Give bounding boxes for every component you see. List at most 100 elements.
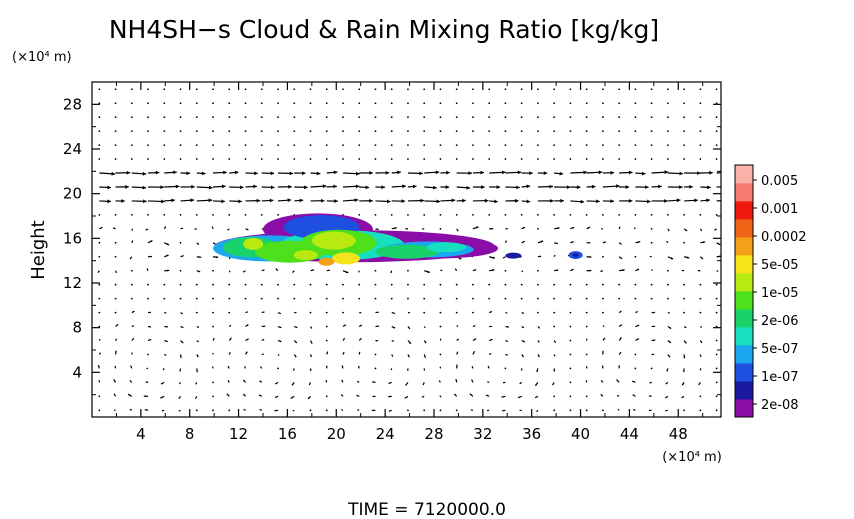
wind-dot <box>472 158 474 160</box>
wind-arrowhead <box>111 171 116 176</box>
wind-arrowhead <box>507 326 509 328</box>
wind-dot <box>179 283 182 286</box>
wind-arrowhead <box>125 184 129 189</box>
colorbar-label: 5e-05 <box>761 258 799 273</box>
wind-arrowhead <box>638 241 641 244</box>
wind-arrowhead <box>391 369 392 370</box>
wind-dot <box>520 213 523 216</box>
wind-arrowhead <box>345 270 349 274</box>
y-tick-label: 8 <box>72 319 82 337</box>
wind-arrowhead <box>522 312 524 314</box>
wind-dot <box>634 367 637 370</box>
wind-arrowhead <box>308 397 310 400</box>
wind-arrowhead <box>291 383 294 386</box>
wind-dot <box>309 311 312 314</box>
wind-dot <box>423 311 426 314</box>
wind-dot <box>618 88 621 91</box>
wind-dot <box>98 255 101 258</box>
wind-arrowhead <box>121 199 125 203</box>
wind-dot <box>553 311 556 314</box>
wind-dot <box>423 283 426 286</box>
wind-dot <box>163 283 166 286</box>
wind-arrowhead <box>554 355 556 357</box>
wind-dot <box>260 116 263 119</box>
wind-dot <box>601 144 604 146</box>
colorbar-swatch <box>735 165 753 184</box>
wind-arrowhead <box>143 395 146 398</box>
wind-arrowhead <box>150 255 153 258</box>
wind-dot <box>358 116 361 119</box>
wind-dot <box>358 144 361 146</box>
wind-arrowhead <box>377 325 380 328</box>
wind-arrowhead <box>256 198 261 203</box>
wind-arrowhead <box>310 355 312 358</box>
wind-dot <box>569 213 572 216</box>
wind-arrowhead <box>358 351 361 354</box>
wind-arrowhead <box>360 312 362 314</box>
wind-arrowhead <box>602 350 604 353</box>
wind-dot <box>634 158 637 160</box>
colorbar-legend: 0.005 0.001 0.0002 5e-05 1e-05 2e-06 5e-07 1e-0… <box>734 164 807 418</box>
wind-dot <box>374 144 377 146</box>
wind-arrowhead <box>701 257 703 260</box>
wind-dot <box>130 130 133 133</box>
x-axis: 4 8 12 16 20 24 28 32 36 40 44 48 <box>115 82 704 443</box>
wind-dot <box>228 409 231 412</box>
wind-dot <box>98 130 101 133</box>
wind-dot <box>504 297 507 300</box>
wind-arrowhead <box>129 409 131 411</box>
wind-arrowhead <box>668 229 670 232</box>
wind-arrowhead <box>246 311 248 313</box>
wind-dot <box>390 158 393 160</box>
wind-arrowhead <box>343 352 345 354</box>
wind-dot <box>98 88 101 91</box>
wind-arrowhead <box>212 352 214 354</box>
wind-arrowhead <box>372 381 374 383</box>
wind-dot <box>228 311 231 314</box>
wind-dot <box>537 297 539 300</box>
wind-dot <box>309 297 312 300</box>
colorbar-swatch <box>735 363 753 382</box>
wind-dot <box>147 213 149 216</box>
wind-dot <box>618 130 621 133</box>
wind-dot <box>98 311 101 314</box>
wind-arrowhead <box>213 338 215 340</box>
wind-dot <box>650 144 653 146</box>
wind-arrowhead <box>682 383 684 386</box>
wind-arrowhead <box>554 341 556 343</box>
wind-dot <box>715 116 718 119</box>
y-axis: 4 8 12 16 20 24 28 <box>63 95 721 396</box>
wind-arrowhead <box>113 379 116 382</box>
wind-arrowhead <box>523 340 525 343</box>
wind-dot <box>114 158 117 160</box>
wind-arrowhead <box>501 396 504 398</box>
wind-dot <box>260 130 263 133</box>
wind-arrowhead <box>706 198 710 203</box>
wind-dot <box>212 116 214 119</box>
wind-dot <box>358 88 361 91</box>
wind-dot <box>472 283 474 286</box>
wind-arrowhead <box>165 312 167 314</box>
colorbar-swatch <box>735 399 753 418</box>
wind-dot <box>504 130 507 133</box>
wind-arrowhead <box>669 327 672 329</box>
wind-arrowhead <box>322 184 327 189</box>
wind-arrowhead <box>501 170 506 175</box>
wind-arrowhead <box>636 311 638 313</box>
wind-dot <box>98 158 101 160</box>
wind-arrowhead <box>559 171 564 176</box>
wind-arrowhead <box>407 369 409 371</box>
wind-dot <box>212 325 214 328</box>
wind-dot <box>488 116 491 119</box>
wind-dot <box>390 283 393 286</box>
wind-arrowhead <box>459 257 462 260</box>
wind-arrowhead <box>278 354 280 356</box>
wind-dot <box>715 381 718 384</box>
wind-dot <box>342 144 344 146</box>
wind-arrowhead <box>197 341 199 343</box>
wind-dot <box>715 409 718 412</box>
wind-arrowhead <box>208 198 213 203</box>
wind-dot <box>585 88 588 91</box>
wind-dot <box>569 283 572 286</box>
wind-arrowhead <box>543 171 548 176</box>
